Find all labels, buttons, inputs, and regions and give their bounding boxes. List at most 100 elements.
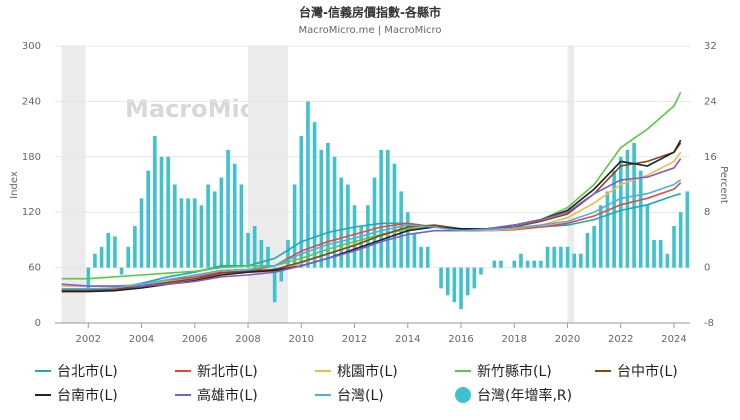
bar bbox=[119, 267, 124, 275]
bar bbox=[206, 184, 210, 268]
bar bbox=[326, 142, 330, 268]
bar bbox=[99, 246, 104, 268]
bar bbox=[392, 163, 397, 268]
bar bbox=[658, 239, 663, 268]
x-tick-label: 2012 bbox=[342, 334, 367, 345]
bar bbox=[232, 163, 237, 268]
legend: 台北市(L) 新北市(L) 桃園市(L) 新竹縣市(L) 台中市(L) 台南市(L) 高雄市… bbox=[35, 363, 678, 404]
x-tick-label: 2020 bbox=[555, 334, 580, 345]
bar bbox=[199, 205, 204, 268]
x-tick-label: 2024 bbox=[661, 334, 686, 345]
bar bbox=[173, 184, 177, 268]
plot-background bbox=[61, 46, 575, 323]
legend-label: 台灣(L) bbox=[337, 388, 384, 404]
y-tick-label: 180 bbox=[22, 152, 41, 163]
x-tick-label: 2022 bbox=[608, 334, 633, 345]
line bbox=[61, 158, 682, 287]
bar bbox=[618, 156, 623, 268]
x-tick-label: 2004 bbox=[129, 334, 154, 345]
line bbox=[61, 192, 681, 291]
bar bbox=[286, 239, 290, 268]
bar bbox=[638, 170, 643, 268]
shaded-band bbox=[567, 46, 575, 323]
bar bbox=[312, 122, 317, 268]
bar bbox=[226, 149, 230, 268]
y-tick-label: 240 bbox=[22, 96, 41, 107]
bar bbox=[113, 236, 117, 268]
bar bbox=[133, 226, 137, 268]
bar bbox=[492, 260, 497, 268]
y2-tick-label: 16 bbox=[704, 152, 717, 163]
legend-symbol bbox=[455, 387, 471, 403]
x-tick-label: 2008 bbox=[235, 334, 260, 345]
bar bbox=[592, 226, 596, 268]
legend-label: 新竹縣市(L) bbox=[477, 363, 552, 380]
x-tick-label: 2010 bbox=[289, 334, 314, 345]
bar bbox=[266, 246, 270, 268]
y-tick-label: 120 bbox=[22, 207, 41, 218]
bar bbox=[252, 226, 257, 268]
legend-label: 台中市(L) bbox=[617, 363, 678, 380]
bar bbox=[192, 198, 197, 268]
bar bbox=[499, 260, 503, 268]
x-tick-label: 2018 bbox=[502, 334, 527, 345]
y-tick-label: 0 bbox=[35, 318, 41, 329]
bar bbox=[472, 267, 477, 289]
bar bbox=[299, 136, 304, 268]
line bbox=[61, 91, 682, 280]
chart-title: 台灣-信義房價指數-各縣市 bbox=[299, 5, 441, 20]
bar bbox=[479, 267, 483, 275]
bar bbox=[386, 149, 390, 268]
legend-label: 高雄市(L) bbox=[197, 387, 258, 404]
bar bbox=[539, 260, 543, 268]
bar bbox=[552, 246, 557, 268]
x-tick-label: 2016 bbox=[448, 334, 473, 345]
bar bbox=[678, 212, 683, 268]
y2-axis-label: Percent bbox=[718, 166, 729, 204]
y-tick-label: 60 bbox=[28, 263, 41, 274]
bar bbox=[179, 198, 184, 268]
bar bbox=[319, 149, 324, 268]
bar bbox=[332, 156, 337, 268]
bar bbox=[246, 232, 250, 268]
line bbox=[61, 179, 682, 290]
bar bbox=[419, 246, 423, 268]
bar bbox=[272, 267, 277, 303]
bar bbox=[545, 246, 550, 268]
y2-tick-label: 0 bbox=[704, 263, 710, 274]
y2-tick-label: 24 bbox=[704, 96, 717, 107]
bar bbox=[532, 260, 537, 268]
bar bbox=[379, 149, 383, 268]
bar bbox=[306, 101, 310, 268]
bar bbox=[519, 253, 523, 268]
legend-label: 台北市(L) bbox=[57, 363, 118, 380]
y2-tick-label: 8 bbox=[704, 207, 710, 218]
bar bbox=[346, 184, 350, 268]
bar bbox=[126, 246, 131, 268]
bar bbox=[512, 260, 517, 268]
bar bbox=[186, 198, 190, 268]
bar bbox=[292, 184, 297, 268]
y2-tick-label: -8 bbox=[704, 318, 714, 329]
bar bbox=[166, 156, 170, 268]
bar bbox=[279, 267, 284, 282]
bar bbox=[239, 184, 244, 268]
bar bbox=[465, 267, 470, 296]
x-tick-label: 2006 bbox=[182, 334, 207, 345]
y-axis-label: Index bbox=[9, 171, 20, 199]
bar bbox=[259, 239, 264, 268]
x-tick-label: 2014 bbox=[395, 334, 420, 345]
bar bbox=[605, 191, 610, 268]
bar bbox=[612, 170, 616, 268]
bar bbox=[665, 253, 670, 268]
x-tick-label: 2002 bbox=[76, 334, 101, 345]
legend-label: 台南市(L) bbox=[57, 387, 118, 404]
bar bbox=[585, 232, 590, 268]
y-tick-label: 300 bbox=[22, 41, 41, 52]
bar bbox=[146, 170, 150, 268]
legend-label: 桃園市(L) bbox=[337, 363, 398, 380]
bar bbox=[645, 205, 650, 268]
bar bbox=[559, 246, 563, 268]
bar bbox=[599, 205, 603, 268]
